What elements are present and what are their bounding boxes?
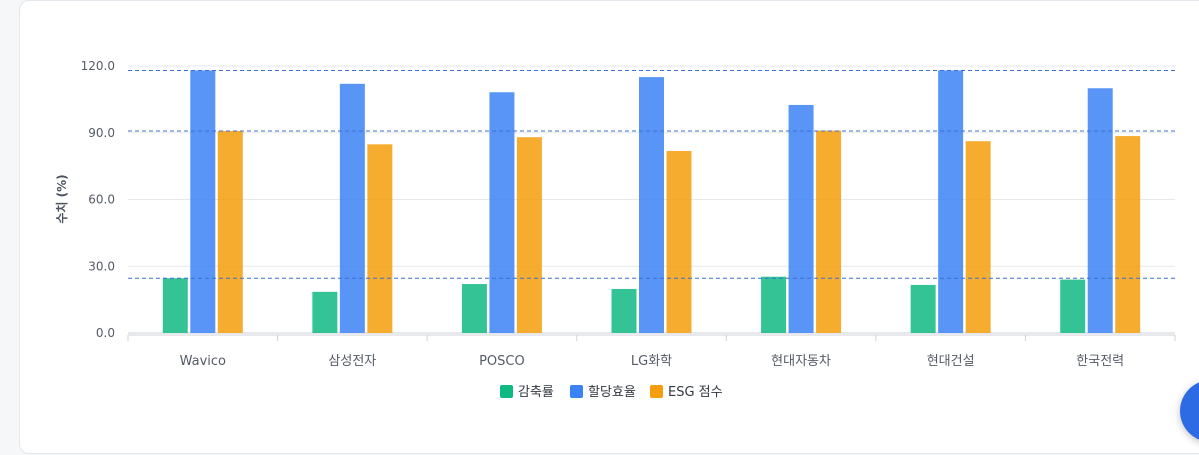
legend-item-감축률[interactable]: 감축률	[500, 385, 554, 400]
bars-layer	[162, 70, 1141, 333]
legend-swatch	[500, 385, 513, 398]
legend-swatch	[650, 385, 663, 398]
x-tick-label[interactable]: Wavico	[180, 354, 226, 369]
bar-감축률[interactable]	[910, 284, 936, 333]
chart-card	[19, 0, 1199, 454]
bar-ESG 점수[interactable]	[666, 150, 692, 333]
y-tick-label: 90.0	[88, 126, 115, 140]
bar-할당효율[interactable]	[639, 77, 664, 333]
legend-label: 감축률	[518, 385, 554, 400]
bar-ESG 점수[interactable]	[367, 144, 393, 333]
bar-할당효율[interactable]	[1087, 88, 1113, 333]
y-axis-label: 수치 (%)	[54, 174, 69, 223]
y-tick-label: 120.0	[81, 59, 115, 73]
x-tick-label: 현대건설	[927, 354, 975, 369]
x-tick-label: LG화학	[631, 354, 672, 369]
y-tick-label: 0.0	[96, 326, 115, 340]
x-tick-label: 한국전력	[1076, 354, 1124, 369]
bar-감축률[interactable]	[761, 276, 787, 333]
legend-label: ESG 점수	[668, 385, 723, 400]
bar-감축률[interactable]	[162, 278, 188, 333]
x-tick-label: 현대자동차	[771, 354, 831, 369]
bar-ESG 점수[interactable]	[816, 130, 842, 333]
axis-layer: 0.0 30.0 60.0 90.0 120.0 Wavico 삼성전자 POSCO LG화학 현…	[81, 59, 1176, 369]
y-tick-label: 60.0	[88, 193, 115, 207]
legend-swatch	[570, 385, 583, 398]
bar-ESG 점수[interactable]	[516, 137, 542, 333]
legend-label: 할당효율	[588, 385, 636, 400]
legend-item-할당효율[interactable]: 할당효율	[570, 385, 636, 400]
bar-ESG 점수[interactable]	[1115, 136, 1141, 333]
y-tick-label: 30.0	[88, 259, 115, 273]
legend[interactable]: 감축률 할당효율 ESG 점수	[500, 385, 723, 400]
x-tick-label: 삼성전자	[328, 354, 376, 369]
bar-할당효율[interactable]	[788, 104, 814, 333]
floating-action-button[interactable]	[1180, 380, 1199, 442]
bar-할당효율[interactable]	[938, 70, 964, 333]
bar-감축률[interactable]	[1060, 279, 1086, 333]
bar-ESG 점수[interactable]	[217, 130, 243, 333]
bar-할당효율[interactable]	[339, 83, 365, 333]
bar-감축률[interactable]	[461, 284, 487, 333]
x-tick-label: POSCO	[479, 354, 525, 369]
bar-할당효율[interactable]	[190, 70, 216, 333]
bar-감축률[interactable]	[611, 288, 637, 333]
bar-감축률[interactable]	[312, 291, 338, 333]
bar-할당효율[interactable]	[489, 92, 515, 333]
legend-item-ESG 점수[interactable]: ESG 점수	[650, 385, 723, 400]
bar-ESG 점수[interactable]	[965, 141, 991, 333]
